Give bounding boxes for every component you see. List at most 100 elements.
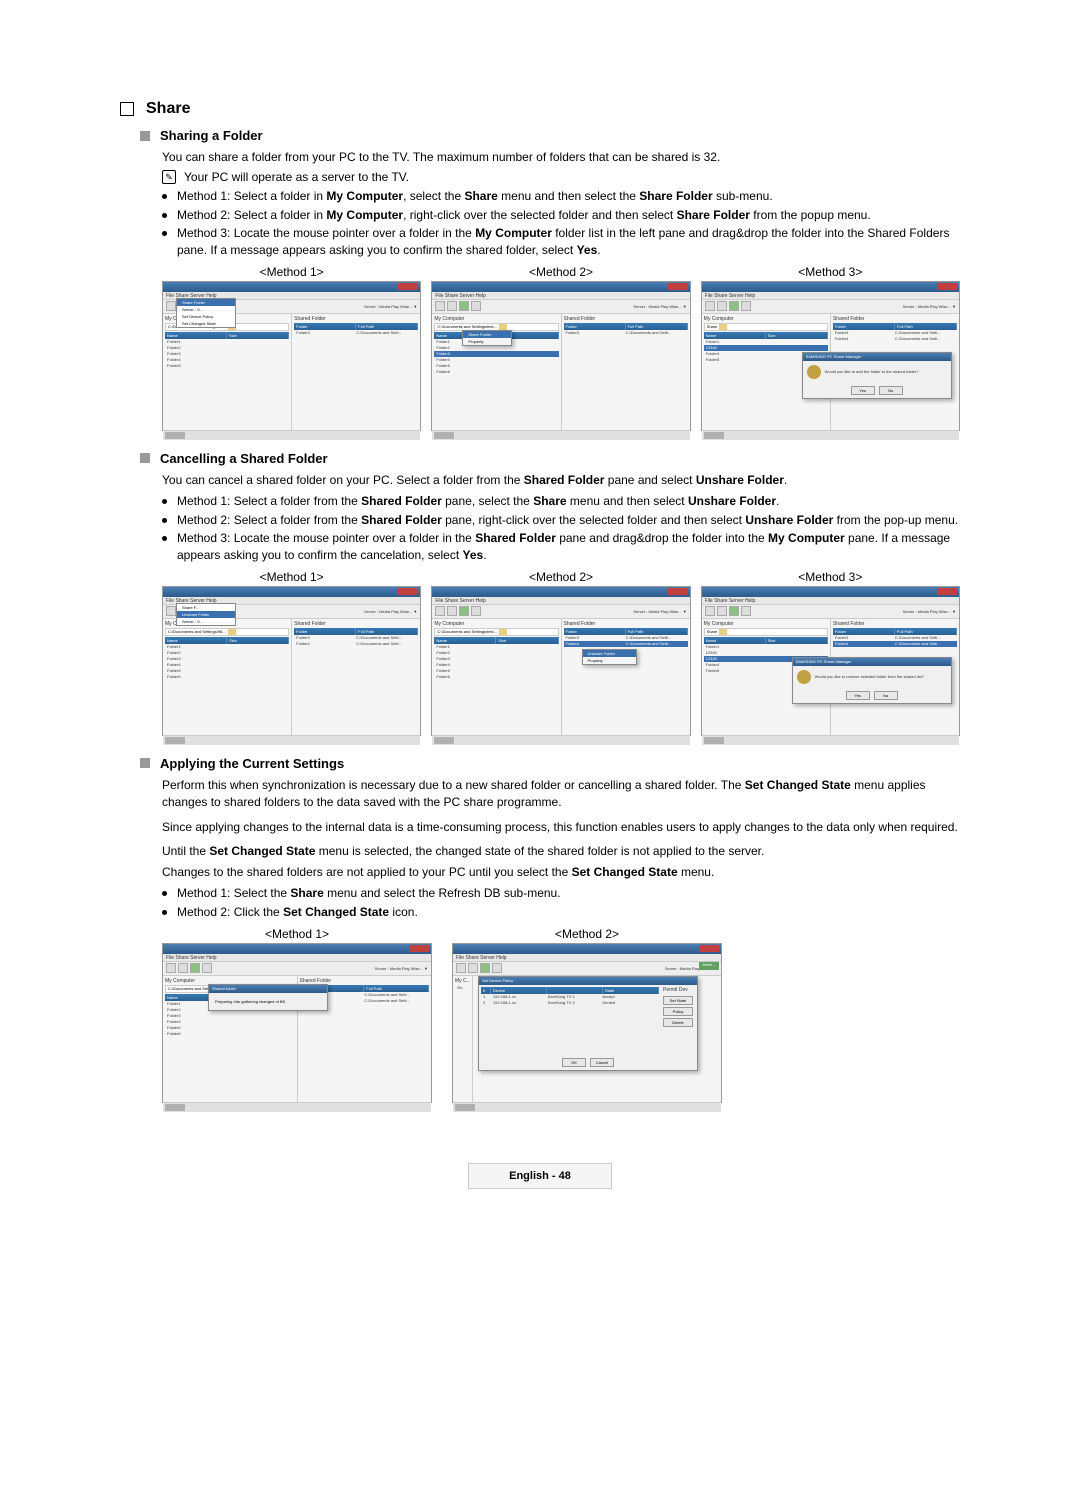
dialog-title: SAMSUNG PC Share Manager	[803, 353, 951, 361]
row: Folder4C:\Documents and Setti...	[294, 641, 418, 647]
row: Folder6	[165, 1031, 295, 1037]
ok-button: OK	[562, 1058, 586, 1067]
ss-titlebar	[163, 944, 431, 954]
ss-toolbar: Share Folder Server : V... Set Device Po…	[163, 300, 420, 314]
cell: Folder3	[566, 330, 626, 336]
menu-item: Set Device Policy	[177, 313, 235, 320]
tool-icon	[166, 301, 176, 311]
tool-icon	[447, 301, 457, 311]
screenshot-m1-cancel: File Share Server Help Share F... Unshar…	[162, 586, 421, 736]
sub-title: Sharing a Folder	[160, 128, 263, 143]
left-label: My Computer	[704, 316, 828, 322]
screenshot-m2-apply: File Share Server Help Server : Media Pl…	[452, 943, 722, 1103]
sub-title-row: Cancelling a Shared Folder	[140, 451, 960, 466]
cell: Folder4	[566, 641, 626, 647]
tool-icon	[717, 301, 727, 311]
screenshots-row-3: File Share Server Help Server : Media Pl…	[162, 943, 960, 1103]
bullet-icon	[162, 231, 167, 236]
scrollbar	[432, 430, 689, 440]
p2: Since applying changes to the internal d…	[162, 819, 960, 836]
ss-toolbar: Share F... Unshare Folder Server : V... …	[163, 605, 420, 619]
method-labels-3: <Method 1> <Method 2>	[162, 927, 960, 941]
ss-toolbar: Server : Media Play Wise... ▼	[163, 962, 431, 976]
scrollbar	[163, 735, 420, 745]
bullet-icon	[162, 499, 167, 504]
tool-icon	[456, 963, 466, 973]
tool-icon	[480, 963, 490, 973]
note-text: Your PC will operate as a server to the …	[184, 170, 409, 184]
ss-menubar: File Share Server Help	[432, 597, 689, 605]
scrollbar	[163, 1102, 431, 1112]
cell: Folder4	[835, 336, 895, 342]
menu-item: Set Changed State	[177, 320, 235, 327]
no-button: No	[874, 691, 898, 700]
cell: SamSung TV 2	[548, 1000, 603, 1006]
scroll-thumb	[434, 432, 454, 439]
warning-icon	[797, 670, 811, 684]
ss-toolbar: Server : Media Play Wise... ▼	[432, 300, 689, 314]
server-text: Server : Media Play Wise... ▼	[903, 609, 956, 614]
close-icon	[398, 283, 418, 290]
cell: C:\Documents and Setti...	[895, 336, 955, 342]
ss-titlebar	[432, 587, 689, 597]
bullet-2: Method 2: Click the Set Changed State ic…	[177, 904, 418, 921]
col-path: Full Path	[356, 323, 418, 330]
col-folder: Folder	[833, 628, 895, 635]
server-text: Server : Media Play Wise... ▼	[633, 609, 686, 614]
left-label: My Computer	[434, 316, 558, 322]
bullet-2: Method 2: Select a folder in My Computer…	[177, 207, 871, 224]
label-m1: <Method 1>	[162, 927, 432, 941]
ss-titlebar	[163, 587, 420, 597]
ss-left-pane: My C.. Sh..	[453, 976, 473, 1102]
row: Folder5	[165, 363, 289, 369]
row: 2192.168.1.xxSamSung TV 2Denied	[481, 1000, 659, 1006]
label-m2: <Method 2>	[431, 570, 690, 584]
col-size: Size	[227, 637, 289, 644]
screenshot-m2-share: File Share Server Help Server : Media Pl…	[431, 281, 690, 431]
ss-titlebar	[432, 282, 689, 292]
ss-left-pane: My Computer C:\Documents and Settings\te…	[432, 314, 561, 430]
tool-icon	[468, 963, 478, 973]
intro-text: You can cancel a shared folder on your P…	[162, 472, 960, 489]
scroll-thumb	[434, 737, 454, 744]
col-name: Name	[704, 332, 766, 339]
cell: C:\Documents and Setti...	[895, 641, 955, 647]
ss-menubar: File Share Server Help	[432, 292, 689, 300]
bullet-icon	[162, 536, 167, 541]
right-label: Shared Folder	[564, 621, 688, 627]
cell: Folder6	[436, 674, 556, 680]
popup-text: Preparing Info gathering changed of BE.	[209, 993, 327, 1010]
checkbox-icon	[120, 102, 134, 116]
col-size: Size	[227, 332, 289, 339]
label-m3: <Method 3>	[701, 570, 960, 584]
col: #	[481, 987, 491, 994]
ss-toolbar: Server : Media Play Wise... ▼ Refre...	[453, 962, 721, 976]
close-icon	[937, 283, 957, 290]
ss-toolbar: Server : Media Play Wise... ▼	[432, 605, 689, 619]
sub-title-row: Applying the Current Settings	[140, 756, 960, 771]
cell: 192.168.1.xx	[493, 1000, 548, 1006]
ss-body: My Computer C:\Documents and Settings\96…	[163, 976, 431, 1102]
confirm-dialog: SAMSUNG PC Share Manager Would you like …	[792, 657, 952, 704]
left-label: My Computer	[434, 621, 558, 627]
th-left: NameSize	[704, 332, 828, 339]
path-text: C:\Documents and Settings\test...	[437, 324, 497, 329]
th-right: FolderFull Path	[564, 628, 688, 635]
row: Folder3C:\Documents and Setti...	[564, 330, 688, 336]
tool-icon	[178, 963, 188, 973]
ss-titlebar	[702, 282, 959, 292]
close-icon	[398, 588, 418, 595]
tool-icon	[471, 606, 481, 616]
col-folder: Folder	[833, 323, 895, 330]
scroll-thumb	[455, 1104, 475, 1111]
up-icon	[719, 629, 727, 635]
cancel-button: Cancel	[590, 1058, 614, 1067]
right-label: Shared Folder	[564, 316, 688, 322]
p1: Perform this when synchronization is nec…	[162, 777, 960, 811]
ss-menubar: File Share Server Help	[702, 597, 959, 605]
square-bullet-icon	[140, 453, 150, 463]
dialog-btns: Yes No	[803, 383, 951, 398]
ss-body: My Computer C:\Documents and Settings\96…	[163, 619, 420, 735]
up-icon	[228, 629, 236, 635]
ss-right-pane: Shared Folder FolderFull Path Folder3C:\…	[292, 619, 420, 735]
